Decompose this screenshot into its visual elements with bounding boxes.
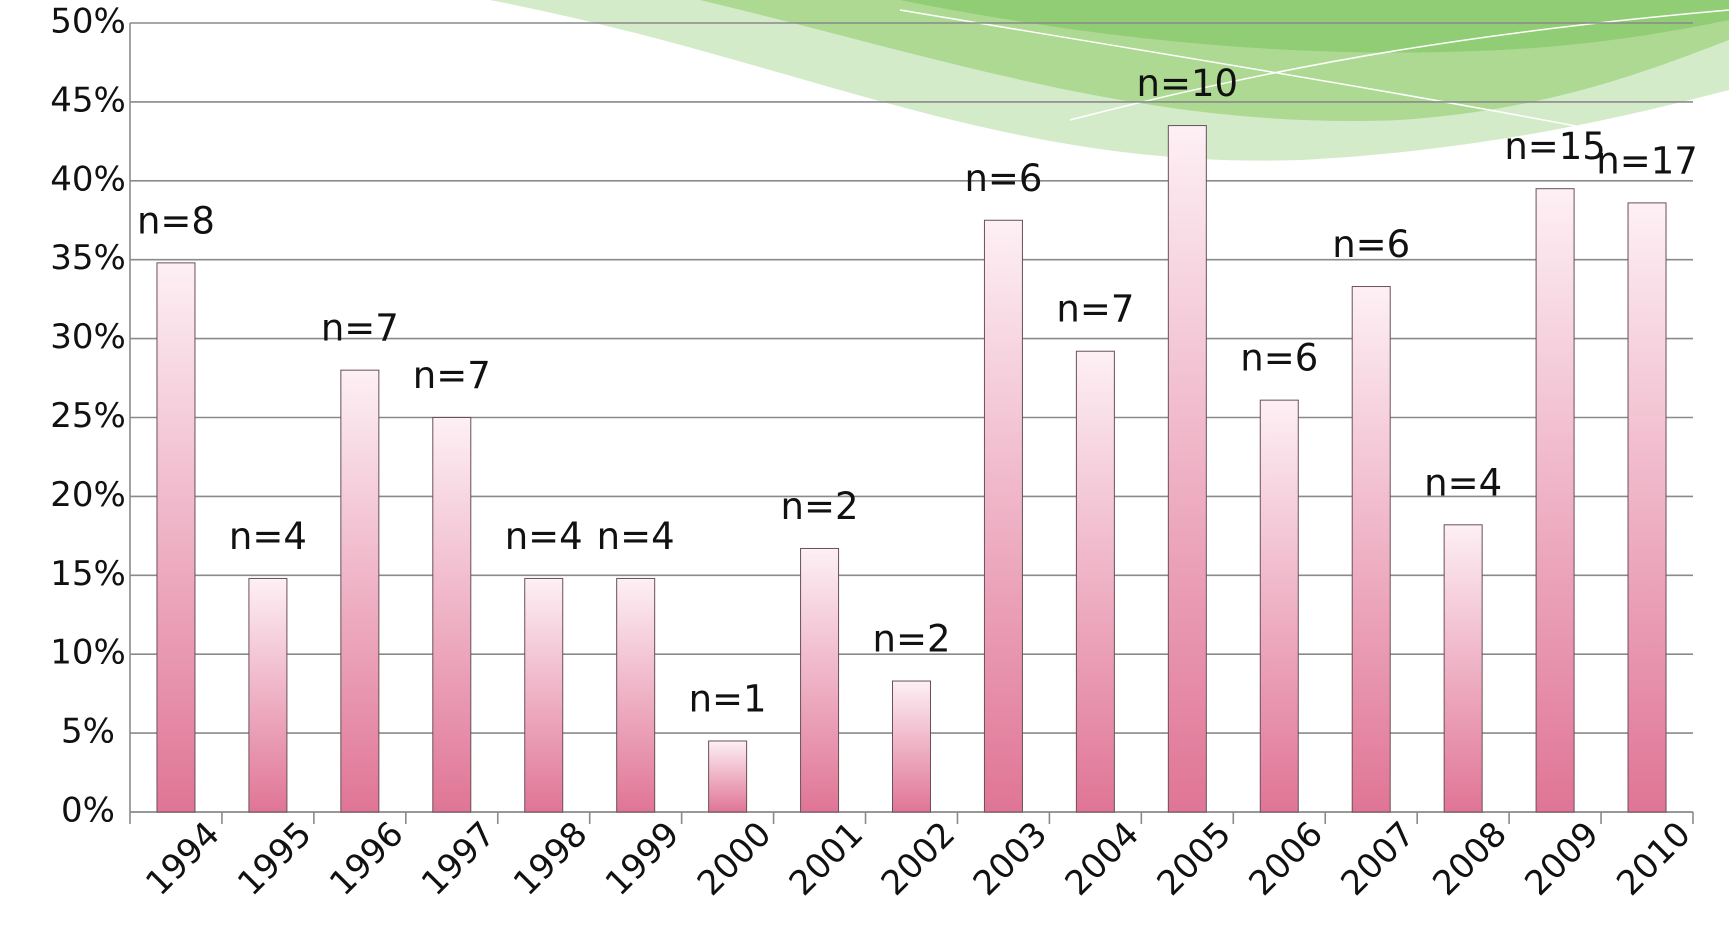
x-tick-label: 2010 xyxy=(1609,814,1698,903)
y-tick-label: 0% xyxy=(61,791,115,831)
bar-annotation: n=7 xyxy=(321,307,399,350)
x-tick-label: 1995 xyxy=(230,814,319,903)
bar xyxy=(800,547,840,813)
x-tick-label: 2001 xyxy=(782,814,871,903)
y-tick-label: 45% xyxy=(50,80,126,120)
bar xyxy=(1443,524,1483,813)
bar xyxy=(1351,286,1391,813)
y-tick-label: 50% xyxy=(50,2,126,42)
y-tick-label: 40% xyxy=(50,159,126,199)
bar xyxy=(708,740,748,813)
bar-annotation: n=6 xyxy=(1332,223,1410,266)
y-tick-label: 10% xyxy=(50,633,126,673)
bar-annotation: n=4 xyxy=(597,515,675,558)
y-tick-label: 5% xyxy=(61,712,115,752)
bar-annotation: n=1 xyxy=(689,677,767,720)
x-tick-label: 1999 xyxy=(598,814,687,903)
bar xyxy=(432,417,472,813)
bar-annotation: n=2 xyxy=(781,485,859,528)
bar-annotation: n=17 xyxy=(1596,139,1698,182)
x-tick-label: 1996 xyxy=(322,814,411,903)
bar-annotation: n=8 xyxy=(137,199,215,242)
bar-annotation: n=7 xyxy=(413,354,491,397)
bar xyxy=(156,262,196,813)
x-tick-label: 2003 xyxy=(966,814,1055,903)
bar-annotation: n=10 xyxy=(1137,62,1239,105)
y-tick-label: 20% xyxy=(50,475,126,515)
x-tick-label: 2006 xyxy=(1241,814,1330,903)
bar xyxy=(1627,202,1667,813)
x-tick-label: 2008 xyxy=(1425,814,1514,903)
x-tick-label: 2000 xyxy=(690,814,779,903)
x-tick-label: 1997 xyxy=(414,814,503,903)
bar-annotation: n=15 xyxy=(1504,125,1606,168)
x-tick-label: 2009 xyxy=(1517,814,1606,903)
x-tick-label: 2007 xyxy=(1333,814,1422,903)
bar-annotation: n=4 xyxy=(1424,461,1502,504)
y-tick-label: 25% xyxy=(50,396,126,436)
bar xyxy=(616,577,656,813)
bar xyxy=(1075,350,1115,813)
x-tick-label: 2004 xyxy=(1058,814,1147,903)
bar-annotation: n=4 xyxy=(505,515,583,558)
bar xyxy=(983,219,1023,813)
y-tick-label: 15% xyxy=(50,554,126,594)
bar-annotation: n=6 xyxy=(1240,337,1318,380)
x-tick-label: 1994 xyxy=(138,814,227,903)
bar xyxy=(1259,399,1299,813)
x-tick-label: 2005 xyxy=(1150,814,1239,903)
y-tick-label: 30% xyxy=(50,317,126,357)
decoration xyxy=(490,0,1729,161)
bar xyxy=(892,680,931,813)
x-tick-label: 1998 xyxy=(506,814,595,903)
bar-annotation: n=6 xyxy=(964,157,1042,200)
bar xyxy=(524,577,564,813)
y-tick-label: 35% xyxy=(50,238,126,278)
bar xyxy=(1167,125,1207,813)
bar xyxy=(340,369,380,813)
bar-annotation: n=2 xyxy=(873,618,951,661)
bar-annotation: n=4 xyxy=(229,515,307,558)
bar xyxy=(248,577,288,813)
bar xyxy=(1535,188,1575,813)
bar-annotation: n=7 xyxy=(1056,288,1134,331)
x-tick-label: 2002 xyxy=(874,814,963,903)
